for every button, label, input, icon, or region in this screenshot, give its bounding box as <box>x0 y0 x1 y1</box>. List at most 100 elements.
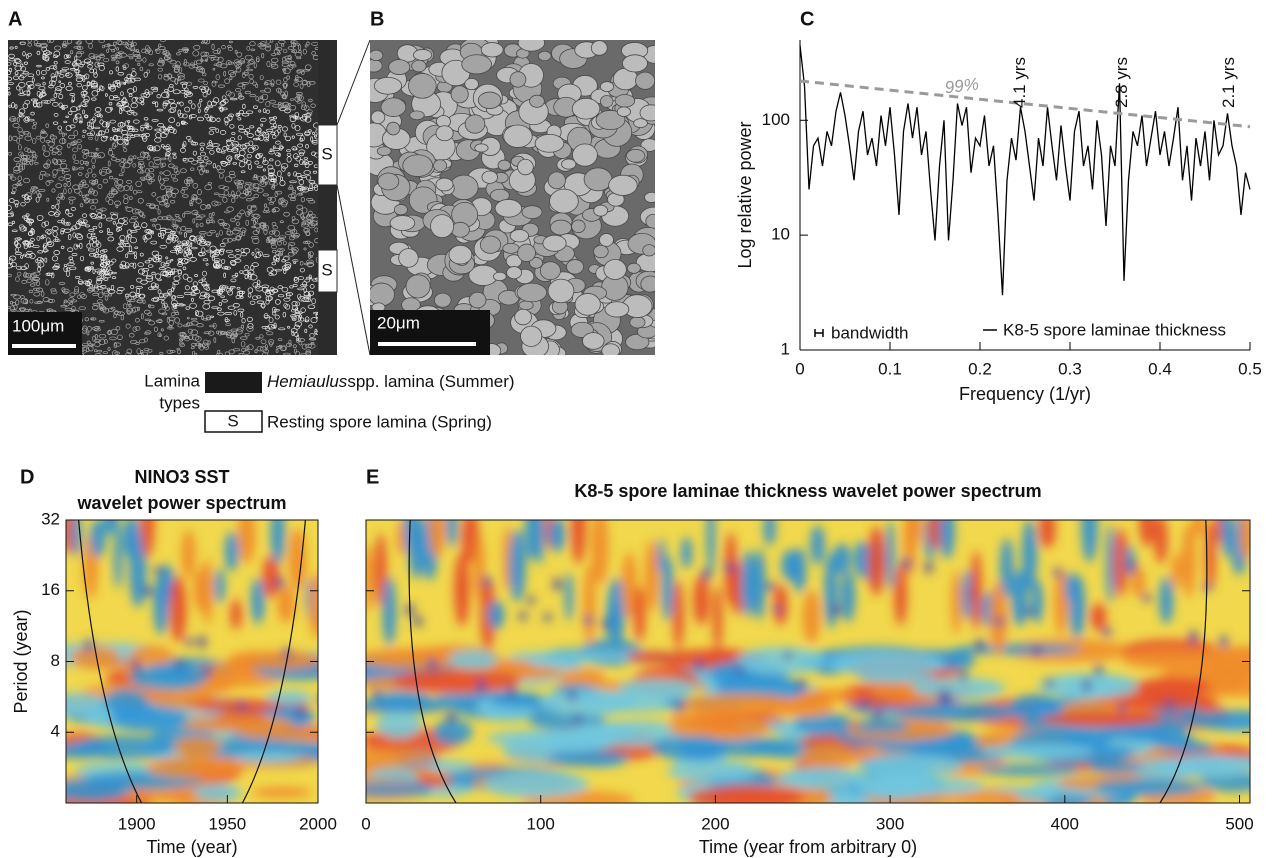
texture <box>65 73 70 77</box>
texture <box>22 51 26 57</box>
texture <box>91 97 97 101</box>
texture <box>110 284 115 291</box>
texture <box>13 157 22 162</box>
texture <box>249 300 256 305</box>
texture <box>224 266 231 270</box>
texture <box>157 255 163 260</box>
texture <box>313 164 318 168</box>
texture <box>132 86 137 93</box>
texture <box>101 121 108 128</box>
texture <box>213 337 217 343</box>
texture <box>49 65 56 69</box>
texture <box>139 66 144 72</box>
texture <box>135 293 140 298</box>
texture <box>272 182 278 187</box>
texture <box>31 125 37 130</box>
blob <box>981 743 1095 760</box>
texture <box>304 64 312 71</box>
texture <box>91 242 98 248</box>
texture <box>314 134 318 138</box>
texture <box>76 82 82 88</box>
texture <box>246 68 254 72</box>
texture <box>172 152 177 155</box>
texture <box>68 110 73 116</box>
texture <box>308 222 316 229</box>
texture <box>114 181 118 187</box>
texture <box>188 64 195 69</box>
texture <box>91 173 97 178</box>
texture <box>171 304 175 311</box>
texture <box>139 97 145 102</box>
texture <box>270 83 275 87</box>
texture <box>47 140 55 147</box>
texture <box>131 42 135 47</box>
texture <box>106 260 114 266</box>
texture <box>240 341 246 348</box>
blob <box>446 520 458 548</box>
texture <box>377 172 400 191</box>
blob <box>288 528 307 591</box>
texture <box>277 285 283 289</box>
texture <box>98 130 103 137</box>
texture <box>263 222 266 229</box>
texture <box>192 142 198 146</box>
texture <box>157 73 163 80</box>
texture <box>153 326 158 333</box>
texture <box>310 317 318 324</box>
blob <box>644 540 659 613</box>
texture <box>314 238 318 244</box>
texture <box>308 250 314 257</box>
blob <box>508 529 526 603</box>
texture <box>203 40 211 45</box>
texture <box>162 102 169 106</box>
texture <box>96 113 101 118</box>
texture <box>256 345 264 352</box>
texture <box>76 220 83 225</box>
texture <box>94 126 101 130</box>
texture <box>303 105 310 111</box>
texture <box>303 68 311 72</box>
texture <box>163 100 171 105</box>
texture <box>305 144 309 149</box>
texture <box>184 249 192 256</box>
blob <box>894 702 1020 722</box>
texture <box>273 178 277 183</box>
texture <box>247 292 252 298</box>
texture <box>86 266 94 270</box>
texture <box>308 242 314 248</box>
texture <box>255 252 261 259</box>
blob <box>1105 523 1116 604</box>
texture <box>201 315 205 321</box>
texture <box>176 122 181 127</box>
texture <box>91 165 96 169</box>
texture <box>134 209 142 214</box>
texture <box>45 123 50 128</box>
texture <box>233 70 237 74</box>
blob <box>961 570 974 620</box>
texture <box>234 88 242 93</box>
texture <box>111 276 117 279</box>
texture <box>8 53 15 59</box>
legend-label: K8-5 spore laminae thickness <box>1003 320 1226 339</box>
texture <box>211 255 215 261</box>
texture <box>281 286 289 293</box>
texture <box>151 192 157 197</box>
texture <box>63 265 68 273</box>
texture <box>160 163 164 168</box>
blob <box>224 531 239 572</box>
texture <box>107 199 114 205</box>
panel-label: E <box>366 466 379 488</box>
texture <box>235 329 243 335</box>
texture <box>117 101 125 107</box>
texture <box>186 322 191 327</box>
legend-text: Resting spore lamina (Spring) <box>267 412 492 431</box>
texture <box>43 163 49 168</box>
blob <box>802 590 821 644</box>
texture <box>95 209 104 213</box>
texture <box>129 340 138 344</box>
texture <box>211 306 219 309</box>
texture <box>151 271 156 276</box>
texture <box>269 196 276 203</box>
texture <box>259 95 264 99</box>
texture <box>254 160 260 165</box>
